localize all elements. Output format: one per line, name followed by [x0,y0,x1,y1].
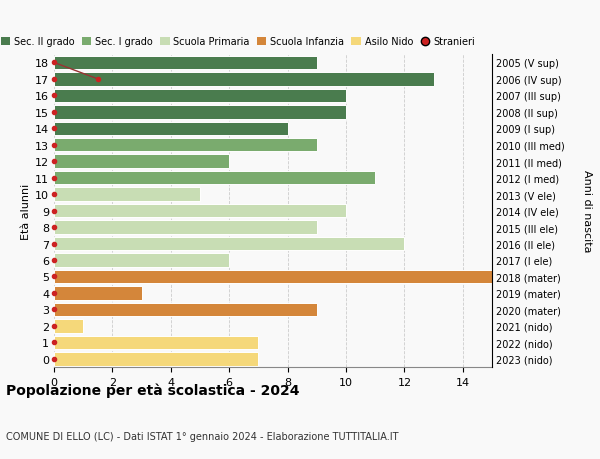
Bar [54,122,287,136]
Bar [54,303,317,316]
Bar [54,319,83,333]
Bar [54,90,346,103]
Bar [54,237,404,251]
Bar [54,254,229,267]
Text: COMUNE DI ELLO (LC) - Dati ISTAT 1° gennaio 2024 - Elaborazione TUTTITALIA.IT: COMUNE DI ELLO (LC) - Dati ISTAT 1° genn… [6,431,398,441]
Bar [54,336,259,349]
Bar [54,221,317,234]
Bar [54,56,317,70]
Bar [54,172,375,185]
Bar [54,270,492,284]
Bar [54,352,259,366]
Bar [54,73,434,86]
Bar [54,106,346,119]
Text: Popolazione per età scolastica - 2024: Popolazione per età scolastica - 2024 [6,382,299,397]
Y-axis label: Età alunni: Età alunni [21,183,31,239]
Bar [54,139,317,152]
Bar [54,188,200,202]
Bar [54,286,142,300]
Bar [54,204,346,218]
Bar [54,155,229,168]
Y-axis label: Anni di nascita: Anni di nascita [581,170,592,252]
Legend: Sec. II grado, Sec. I grado, Scuola Primaria, Scuola Infanzia, Asilo Nido, Stran: Sec. II grado, Sec. I grado, Scuola Prim… [1,37,475,47]
